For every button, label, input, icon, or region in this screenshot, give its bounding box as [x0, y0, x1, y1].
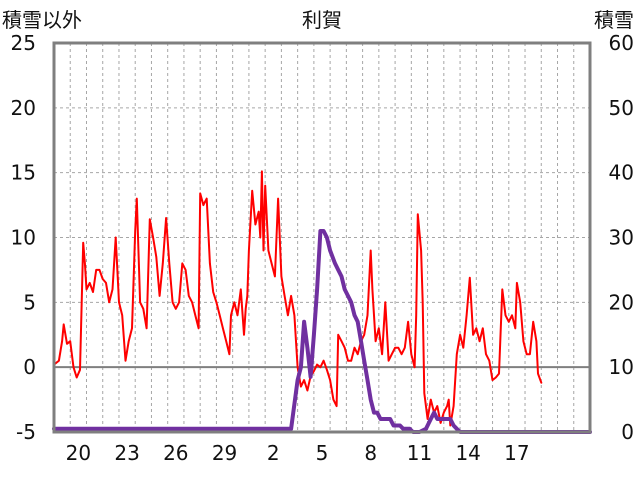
x-tick-label: 29 [212, 441, 237, 465]
left-tick-label: 25 [11, 31, 36, 55]
right-tick-label: 20 [609, 290, 634, 314]
left-tick-label: 15 [11, 161, 36, 185]
plot-area [52, 170, 592, 434]
x-tick-label: 5 [316, 441, 329, 465]
right-axis-title: 積雪 [594, 8, 634, 32]
right-axis-ticks: 60 50 40 30 20 10 0 [609, 31, 634, 444]
left-tick-label: 10 [11, 226, 36, 250]
left-axis-title: 積雪以外 [2, 8, 82, 32]
x-tick-label: 8 [364, 441, 377, 465]
right-tick-label: 0 [621, 420, 634, 444]
left-tick-label: 20 [11, 96, 36, 120]
left-axis-ticks: 25 20 15 10 5 0 -5 [11, 31, 36, 444]
left-tick-label: 0 [23, 355, 36, 379]
left-tick-label: -5 [16, 420, 36, 444]
snow-depth-series-line [52, 229, 592, 434]
right-tick-label: 10 [609, 355, 634, 379]
x-tick-label: 11 [407, 441, 432, 465]
plot-frame [52, 41, 592, 434]
grid [54, 43, 590, 432]
x-axis-ticks: 20 23 26 29 2 5 8 11 14 17 [66, 441, 530, 465]
right-tick-label: 40 [609, 161, 634, 185]
right-tick-label: 50 [609, 96, 634, 120]
right-tick-label: 60 [609, 31, 634, 55]
x-tick-label: 17 [504, 441, 529, 465]
left-tick-label: 5 [23, 290, 36, 314]
chart-title: 利賀 [302, 8, 342, 32]
x-tick-label: 20 [66, 441, 91, 465]
x-tick-label: 26 [163, 441, 188, 465]
other-series-line [53, 170, 543, 427]
x-tick-label: 23 [114, 441, 139, 465]
x-tick-label: 2 [267, 441, 280, 465]
right-tick-label: 30 [609, 226, 634, 250]
x-tick-label: 14 [455, 441, 480, 465]
